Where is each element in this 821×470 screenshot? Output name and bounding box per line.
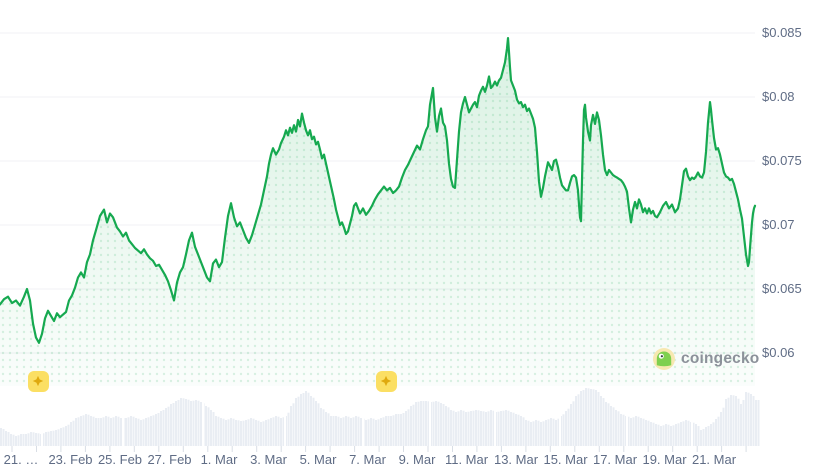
x-axis-label: 9. Mar: [398, 452, 436, 467]
y-axis-label: $0.08: [762, 89, 795, 104]
volume-separator: [284, 386, 286, 446]
watermark-text: coingecko: [681, 350, 760, 367]
volume-separator: [559, 386, 561, 446]
volume-separator: [202, 386, 204, 446]
x-axis-label: 23. Feb: [48, 452, 93, 467]
x-axis-label: 3. Mar: [250, 452, 287, 467]
volume-separator: [691, 386, 693, 446]
price-area-dot-texture: [0, 38, 755, 386]
star-icon: [380, 375, 392, 387]
coingecko-watermark: coingecko: [653, 348, 759, 370]
x-axis-label: 15. Mar: [543, 452, 588, 467]
x-axis-label: 19. Mar: [642, 452, 687, 467]
y-axis-label: $0.06: [762, 345, 795, 360]
x-axis-label: 21. …: [3, 452, 39, 467]
y-axis-label: $0.085: [762, 25, 802, 40]
star-icon: [32, 375, 44, 387]
volume-separator: [494, 386, 496, 446]
x-axis-label: 21. Mar: [691, 452, 737, 467]
x-axis-label: 5. Mar: [299, 452, 337, 467]
x-axis-label: 7. Mar: [349, 452, 386, 467]
y-axis-label: $0.065: [762, 281, 802, 296]
y-axis-label: $0.07: [762, 217, 795, 232]
price-line: [0, 37, 757, 344]
event-marker[interactable]: [375, 370, 397, 392]
x-axis-label: 17. Mar: [592, 452, 638, 467]
y-axis-label: $0.075: [762, 153, 802, 168]
volume-separator: [429, 386, 431, 446]
volume-separator: [41, 386, 43, 446]
x-axis-label: 11. Mar: [444, 452, 489, 467]
volume-separator: [122, 386, 124, 446]
volume-separator: [626, 386, 628, 446]
event-marker[interactable]: [27, 370, 49, 392]
coingecko-logo-icon: [653, 348, 675, 370]
x-axis-label: 27. Feb: [147, 452, 192, 467]
x-axis-label: 1. Mar: [200, 452, 238, 467]
volume-bars: [0, 388, 760, 446]
volume-separator: [362, 386, 364, 446]
x-axis-label: 13. Mar: [493, 452, 539, 467]
x-axis-label: 25. Feb: [97, 452, 143, 467]
